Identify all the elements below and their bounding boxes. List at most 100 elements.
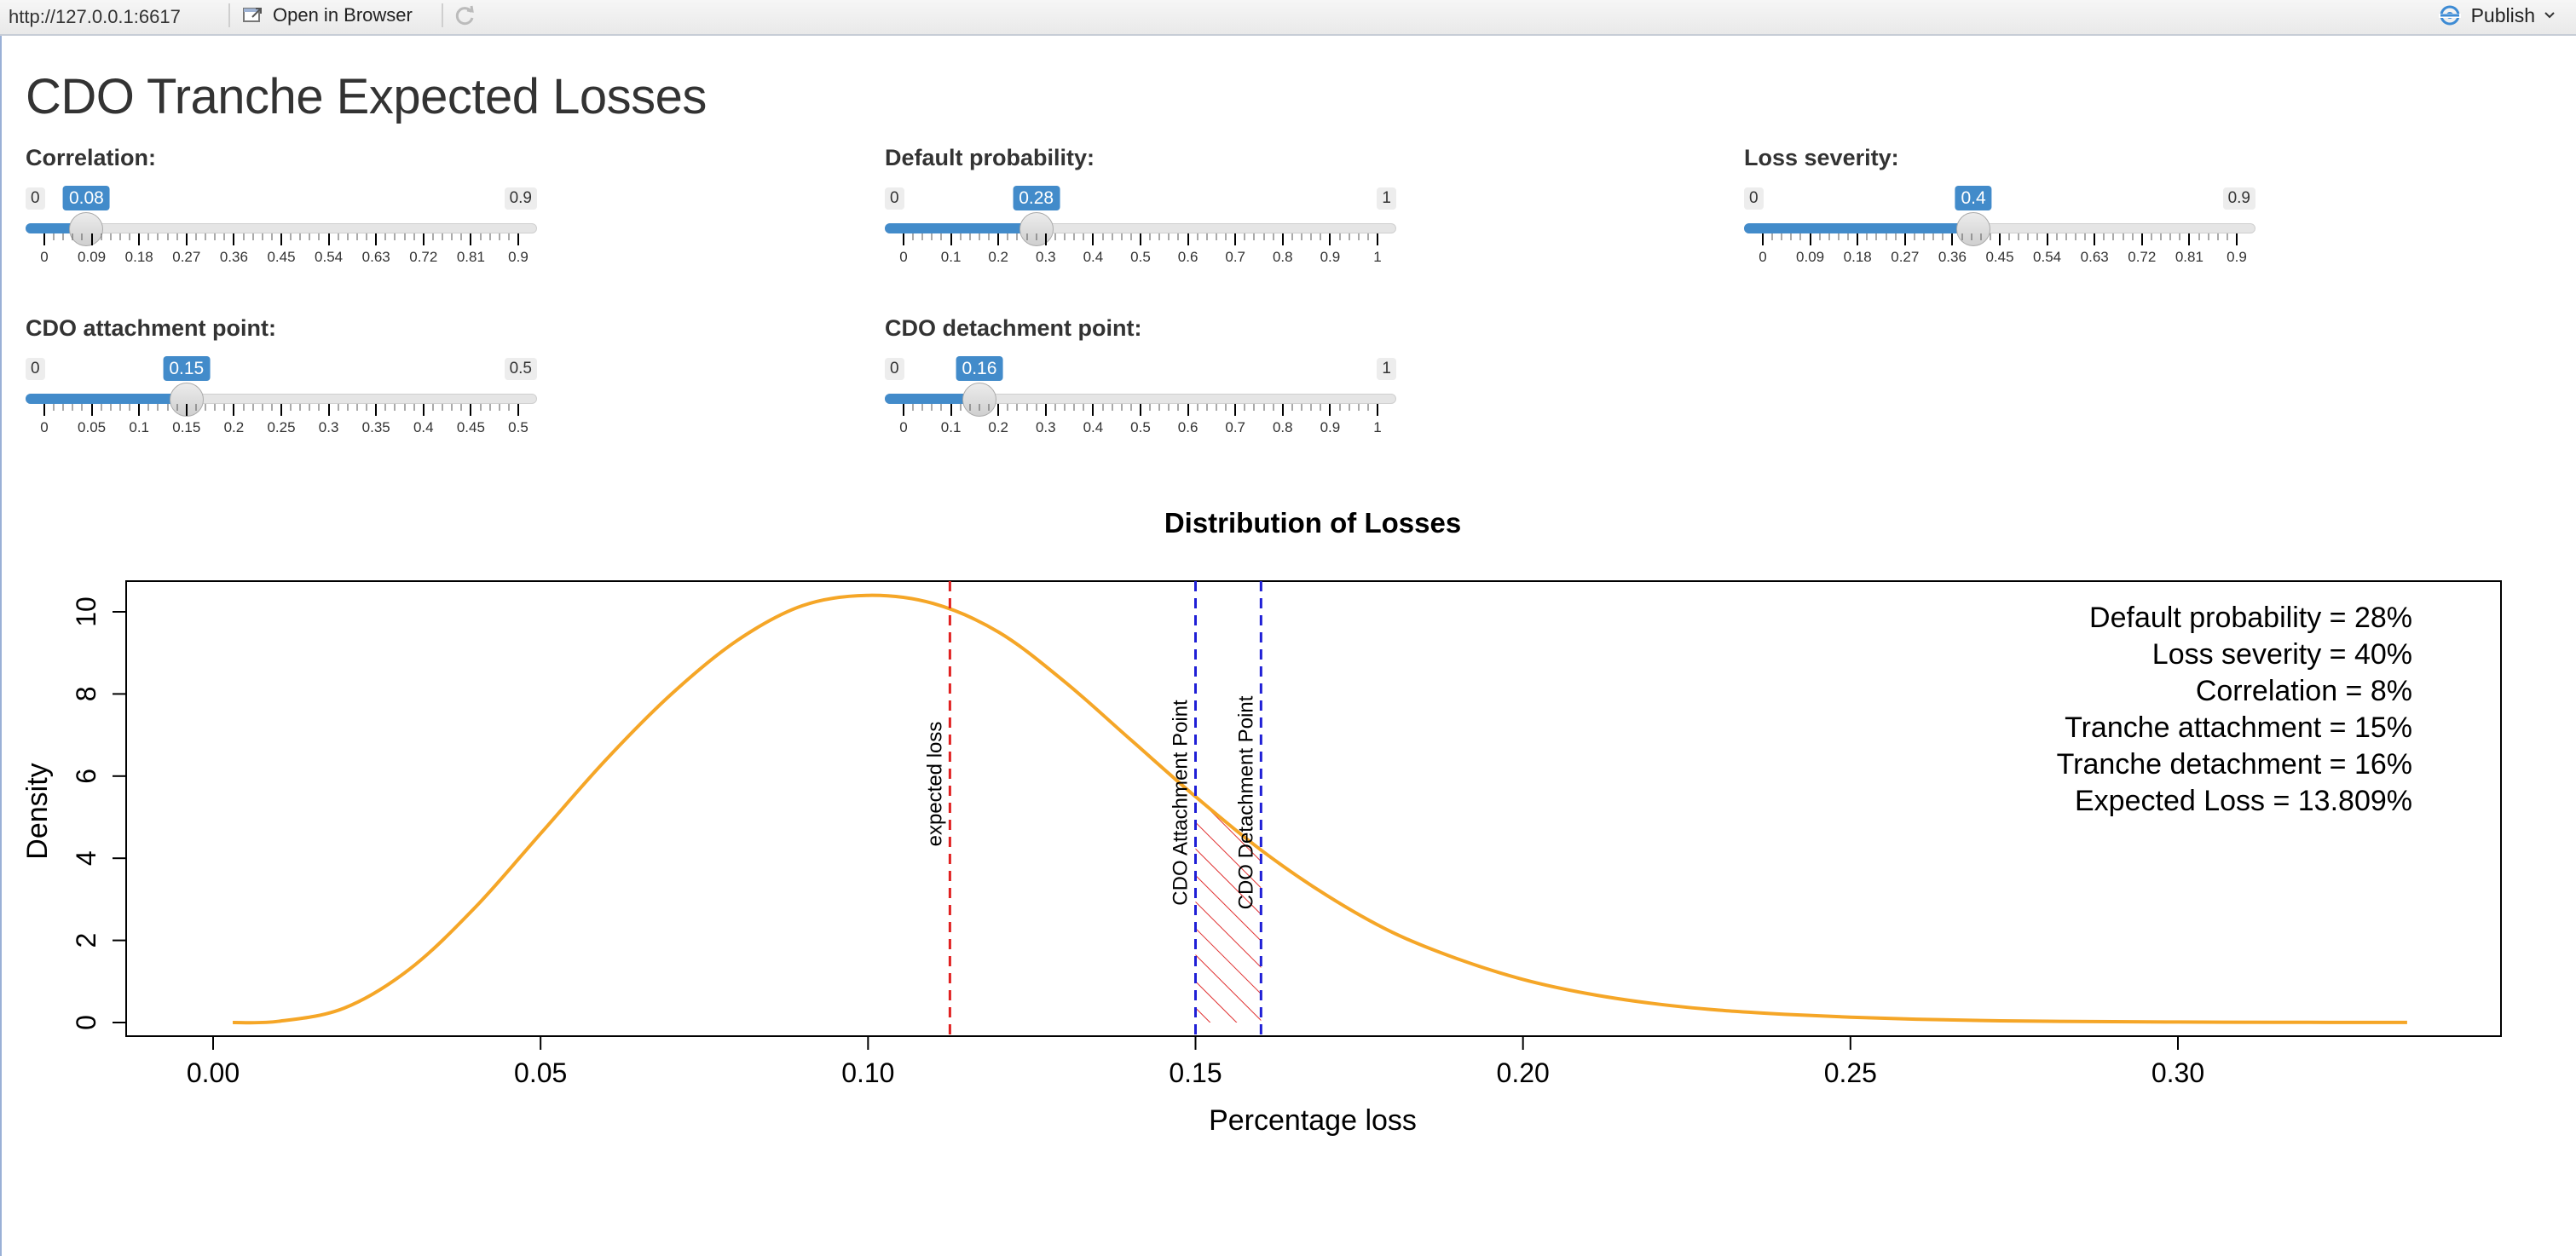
- slider-minor-tick: [1036, 233, 1037, 240]
- slider-minor-tick: [988, 404, 990, 411]
- slider-minor-tick: [912, 404, 914, 411]
- slider-tick-label: 0.4: [1083, 419, 1104, 435]
- slider-minor-tick: [1358, 233, 1360, 240]
- publish-label: Publish: [2470, 3, 2535, 26]
- slider-major-tick: [997, 404, 1000, 416]
- default-probability-slider[interactable]: Default probability: 0 1 0.28 0 0.1 0.2 0.3…: [885, 145, 1396, 265]
- slider-minor-tick: [1291, 404, 1293, 411]
- slider-minor-tick: [176, 233, 178, 240]
- slider-major-tick: [375, 404, 378, 416]
- slider-minor-tick: [2103, 233, 2105, 240]
- slider-minor-tick: [432, 404, 434, 411]
- slider-min-label: 0: [885, 187, 904, 210]
- slider-minor-tick: [81, 233, 83, 240]
- slider-handle[interactable]: [69, 212, 104, 246]
- x-tick-label: 0.20: [1497, 1057, 1550, 1088]
- slider-max-label: 1: [1377, 187, 1396, 210]
- attachment-point-slider[interactable]: CDO attachment point: 0 0.5 0.15 0 0.05 0.…: [26, 315, 537, 435]
- slider-minor-tick: [347, 233, 349, 240]
- slider-value-label: 0.16: [956, 356, 1003, 381]
- slider-major-tick: [1234, 404, 1237, 416]
- slider-major-tick: [233, 404, 235, 416]
- open-in-browser-button[interactable]: Open in Browser: [242, 3, 413, 28]
- slider-minor-tick: [243, 404, 245, 411]
- slider-minor-tick: [384, 233, 386, 240]
- slider-minor-tick: [1168, 404, 1170, 411]
- slider-minor-tick: [53, 233, 55, 240]
- publish-button[interactable]: Publish: [2437, 3, 2556, 28]
- slider-handle[interactable]: [1956, 212, 1991, 246]
- annotation-line: Default probability = 28%: [2089, 602, 2412, 634]
- vline-label: CDO Detachment Point: [1234, 695, 1257, 909]
- density-series: [232, 593, 2407, 1025]
- toolbar-divider: [228, 3, 230, 27]
- slider-minor-tick: [62, 233, 64, 240]
- slider-minor-tick: [1149, 233, 1151, 240]
- slider-minor-tick: [318, 404, 320, 411]
- slider-minor-tick: [442, 404, 443, 411]
- slider-major-tick: [138, 404, 141, 416]
- slider-minor-tick: [508, 404, 510, 411]
- tranche-shaded-region: [1195, 796, 1262, 1023]
- slider-tick-label: 0.7: [1225, 249, 1246, 265]
- slider-minor-tick: [72, 404, 73, 411]
- annotation-line: Loss severity = 40%: [2152, 638, 2412, 671]
- slider-minor-tick: [413, 233, 415, 240]
- slider-handle[interactable]: [962, 383, 996, 417]
- slider-minor-tick: [1064, 233, 1066, 240]
- slider-major-tick: [327, 404, 330, 416]
- slider-major-tick: [422, 404, 425, 416]
- slider-minor-tick: [1790, 233, 1792, 240]
- slider-major-tick: [1329, 404, 1331, 416]
- url-text: http://127.0.0.1:6617: [9, 6, 181, 27]
- slider-minor-tick: [1054, 233, 1056, 240]
- slider-tick-label: 0.1: [129, 419, 150, 435]
- slider-tick-label: 0.35: [361, 419, 390, 435]
- y-tick-label: 4: [71, 850, 101, 866]
- slider-value-label: 0.28: [1013, 186, 1060, 210]
- slider-major-tick: [1857, 233, 1859, 245]
- slider-fill: [885, 394, 979, 404]
- slider-minor-tick: [299, 404, 301, 411]
- slider-minor-tick: [480, 233, 482, 240]
- detachment-point-slider[interactable]: CDO detachment point: 0 1 0.16 0 0.1 0.2 0.…: [885, 315, 1396, 435]
- page-title: CDO Tranche Expected Losses: [26, 69, 707, 124]
- correlation-slider[interactable]: Correlation: 0 0.9 0.08 0 0.09 0.18 0.27 0.3…: [26, 145, 537, 265]
- slider-major-tick: [997, 233, 1000, 245]
- slider-minor-tick: [1339, 404, 1341, 411]
- refresh-button[interactable]: [452, 3, 479, 29]
- slider-handle[interactable]: [1019, 212, 1054, 246]
- slider-minor-tick: [404, 233, 406, 240]
- slider-label: CDO detachment point:: [885, 315, 1142, 341]
- slider-major-tick: [950, 233, 952, 245]
- publish-icon: [2438, 5, 2461, 26]
- slider-minor-tick: [394, 404, 396, 411]
- slider-minor-tick: [205, 404, 206, 411]
- slider-value-label: 0.4: [1955, 186, 1992, 210]
- slider-major-tick: [1762, 233, 1764, 245]
- slider-tick-label: 0.36: [219, 249, 248, 265]
- slider-minor-tick: [1130, 233, 1132, 240]
- open-in-browser-label: Open in Browser: [273, 4, 413, 26]
- y-tick-label: 10: [71, 596, 101, 627]
- slider-minor-tick: [1121, 404, 1123, 411]
- slider-minor-tick: [1102, 404, 1104, 411]
- slider-major-tick: [233, 233, 235, 245]
- slider-minor-tick: [1026, 233, 1028, 240]
- loss-severity-slider[interactable]: Loss severity: 0 0.9 0.4 0 0.09 0.18 0.27 0.…: [1744, 145, 2255, 265]
- slider-major-tick: [1140, 404, 1141, 416]
- slider-tick-label: 0.2: [988, 249, 1009, 265]
- slider-major-tick: [422, 233, 425, 245]
- slider-minor-tick: [271, 404, 273, 411]
- slider-minor-tick: [1828, 233, 1830, 240]
- slider-minor-tick: [1177, 404, 1179, 411]
- slider-major-tick: [1809, 233, 1811, 245]
- slider-major-tick: [375, 233, 378, 245]
- slider-max-label: 1: [1377, 358, 1396, 380]
- slider-minor-tick: [988, 233, 990, 240]
- slider-tick-label: 0.81: [456, 249, 485, 265]
- y-tick-label: 6: [71, 769, 101, 784]
- slider-major-tick: [90, 233, 93, 245]
- slider-minor-tick: [1923, 233, 1925, 240]
- slider-tick-label: 0.45: [1985, 249, 2014, 265]
